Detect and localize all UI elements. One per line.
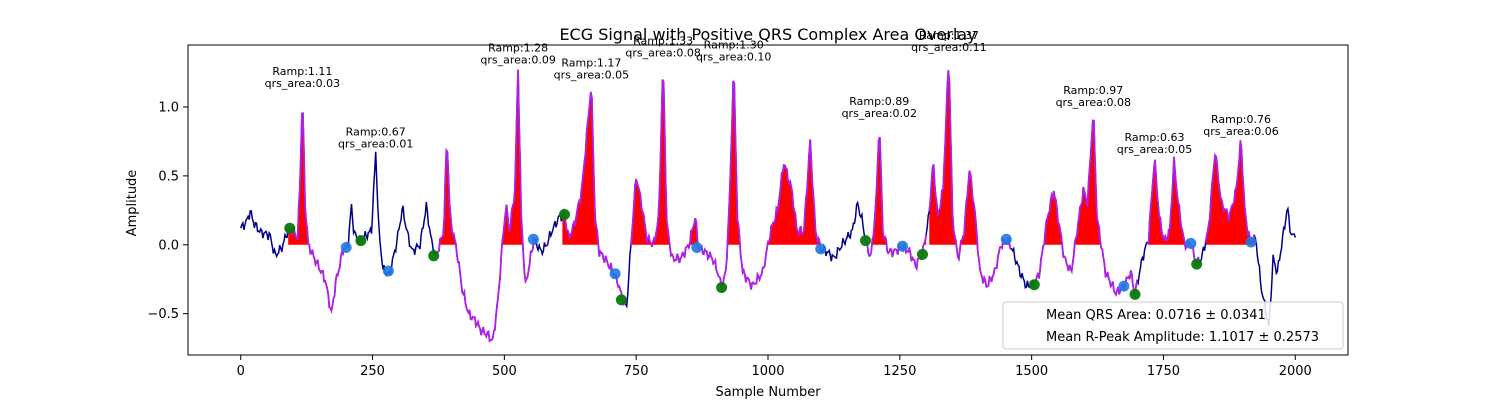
peak-area-label-9: qrs_area:0.08 <box>1056 96 1131 109</box>
q-point-marker-7 <box>1000 233 1012 245</box>
q-point-marker-8 <box>1118 280 1130 292</box>
legend: Mean QRS Area: 0.0716 ± 0.0341 Mean R-Pe… <box>1002 301 1344 350</box>
peak-area-label-1: qrs_area:0.03 <box>265 77 340 90</box>
x-axis-label: Sample Number <box>715 385 821 400</box>
qrs-area-fill-1 <box>288 113 349 245</box>
x-axis: 0 250 500 750 1000 1250 1500 1750 2000 <box>237 355 1312 379</box>
y-tick-label-2: 0.5 <box>158 169 179 184</box>
x-tick-label-1000: 1000 <box>751 364 784 379</box>
x-tick-label-1750: 1750 <box>1147 364 1180 379</box>
ecg-signal-line <box>239 69 1297 343</box>
peak-ramp-label-9: Ramp:0.97 <box>1063 84 1123 97</box>
peak-ramp-label-10: Ramp:0.63 <box>1124 131 1184 144</box>
s-point-marker-3 <box>428 250 440 262</box>
x-tick-label-500: 500 <box>492 364 517 379</box>
peak-area-label-8: qrs_area:0.11 <box>911 41 986 54</box>
peak-ramp-label-11: Ramp:0.76 <box>1211 113 1271 126</box>
q-point-marker-3 <box>609 268 621 280</box>
q-point-marker-4 <box>691 242 703 253</box>
legend-entry-mean-qrs-area: Mean QRS Area: 0.0716 ± 0.0341 <box>1046 308 1266 323</box>
qrs-segment-line-8 <box>1033 119 1138 298</box>
peak-area-label-7: qrs_area:0.02 <box>842 107 917 120</box>
x-tick-label-750: 750 <box>624 364 649 379</box>
legend-entry-mean-r-peak-amplitude: Mean R-Peak Amplitude: 1.1017 ± 0.2573 <box>1046 330 1319 345</box>
s-point-marker-9 <box>1028 279 1040 291</box>
s-point-marker-6 <box>716 282 728 293</box>
q-point-marker-10 <box>1245 236 1257 248</box>
chart-title: ECG Signal with Positive QRS Complex Are… <box>559 25 976 44</box>
peak-area-label-11: qrs_area:0.06 <box>1203 125 1278 138</box>
s-point-marker-11 <box>1191 258 1203 270</box>
q-point-marker-5 <box>815 243 827 255</box>
x-tick-label-0: 0 <box>237 364 245 379</box>
y-tick-label-1: 0.0 <box>158 238 179 253</box>
qrs-area-fill-7 <box>929 70 1011 245</box>
qrs-area-fill-10 <box>1205 140 1256 245</box>
qrs-area-fill-8 <box>1034 120 1138 245</box>
x-tick-label-1500: 1500 <box>1015 364 1048 379</box>
s-point-marker-2 <box>355 235 367 247</box>
peak-ramp-label-1: Ramp:1.11 <box>272 65 332 78</box>
peak-ramp-label-4: Ramp:1.17 <box>561 57 621 70</box>
peak-ramp-label-8: Ramp:1.37 <box>919 29 979 42</box>
qrs-segment-line-10 <box>1204 140 1257 246</box>
qrs-area-fill-6 <box>866 137 927 245</box>
qrs-segment-line-4 <box>630 79 727 292</box>
legend-box <box>1002 301 1344 350</box>
peak-ramp-label-5: Ramp:1.33 <box>633 35 693 48</box>
y-tick-label-0: −0.5 <box>147 307 179 322</box>
qrs-segment-line-1 <box>287 112 349 314</box>
peak-area-label-2: qrs_area:0.01 <box>338 138 413 151</box>
q-point-marker-6 <box>897 240 908 252</box>
peak-area-label-5: qrs_area:0.08 <box>625 47 700 60</box>
s-point-marker-4 <box>559 209 570 220</box>
peak-ramp-label-7: Ramp:0.89 <box>849 95 909 108</box>
qrs-segment-line-2 <box>434 69 537 343</box>
plot-area: Ramp:1.11qrs_area:0.03Ramp:0.67qrs_area:… <box>239 29 1297 343</box>
s-point-marker-7 <box>860 235 871 247</box>
y-axis: −0.5 0.0 0.5 1.0 <box>147 101 188 322</box>
q-point-marker-2 <box>527 233 539 245</box>
s-point-marker-10 <box>1129 288 1141 300</box>
qrs-segment-line-7 <box>928 70 1012 288</box>
qrs-area-fill-5 <box>725 80 821 245</box>
peak-area-label-6: qrs_area:0.10 <box>696 51 771 64</box>
s-point-marker-8 <box>917 248 928 260</box>
q-point-marker-1 <box>340 242 352 253</box>
qrs-area-fill-4 <box>630 79 726 245</box>
y-tick-label-3: 1.0 <box>158 101 179 116</box>
peak-area-label-4: qrs_area:0.05 <box>554 69 629 82</box>
s-point-marker-5 <box>615 294 627 306</box>
y-axis-label: Amplitude <box>125 170 140 237</box>
q-point-marker-9 <box>1185 237 1197 249</box>
s-point-marker-1 <box>284 222 296 234</box>
peak-area-label-3: qrs_area:0.09 <box>480 53 555 66</box>
x-tick-label-1250: 1250 <box>883 364 916 379</box>
x-tick-label-250: 250 <box>360 364 385 379</box>
qrs-segment-line-6 <box>865 136 928 272</box>
qrs-segment-line-5 <box>724 80 822 290</box>
x-tick-label-2000: 2000 <box>1279 364 1312 379</box>
q-point-marker-11 <box>382 265 394 277</box>
peak-area-label-10: qrs_area:0.05 <box>1117 143 1192 156</box>
peak-ramp-label-2: Ramp:0.67 <box>346 126 406 139</box>
